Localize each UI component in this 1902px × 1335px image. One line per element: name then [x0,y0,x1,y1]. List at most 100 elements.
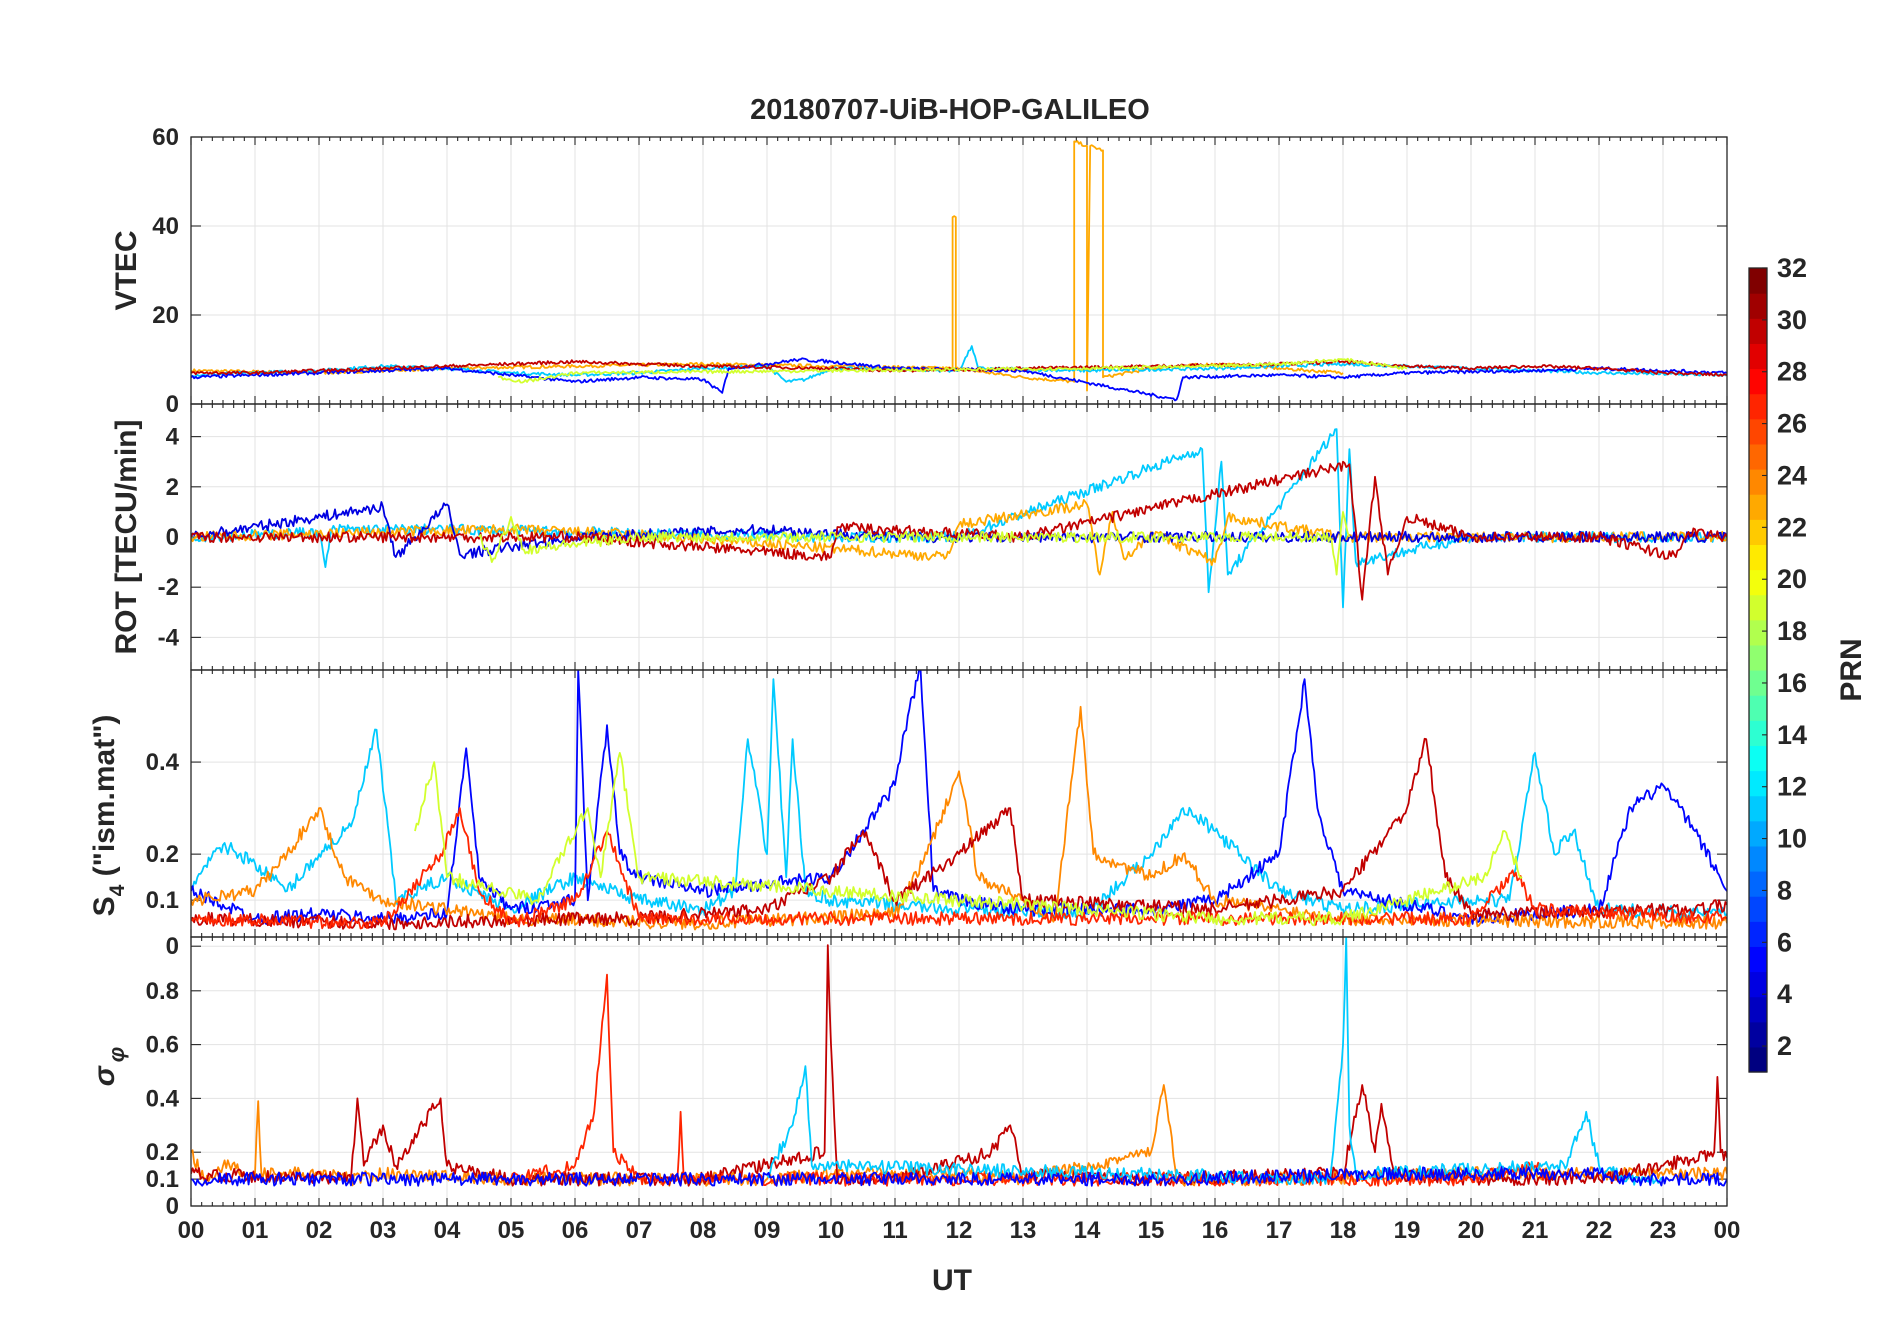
x-axis-title: UT [932,1264,972,1297]
colorbar-swatch [1749,745,1767,772]
colorbar-swatch [1749,720,1767,746]
x-tick-label: 19 [1394,1217,1421,1244]
y-axis-title: σφ [88,1047,129,1086]
y-tick-label: 4 [166,424,180,451]
colorbar-tick-label: 28 [1777,357,1807,387]
colorbar-swatch [1749,544,1767,571]
colorbar-swatch [1749,1046,1767,1073]
y-tick-label: 40 [152,213,179,240]
y-tick-label: 60 [152,124,179,151]
x-tick-label: 15 [1138,1217,1165,1244]
colorbar-swatch [1749,845,1767,872]
series-prn-4 [191,501,1727,560]
colorbar-tick-label: 14 [1777,720,1807,750]
colorbar-tick-label: 26 [1777,409,1807,439]
y-tick-label: 0.2 [146,841,179,868]
y-tick-label: 0 [166,933,179,960]
colorbar-frame [1748,267,1768,1073]
colorbar-tick-label: 2 [1777,1031,1792,1061]
x-tick-label: 00 [1714,1217,1741,1244]
colorbar-tick-label: 6 [1777,927,1792,957]
colorbar-tick-label: 16 [1777,668,1807,698]
colorbar-tick-label: 8 [1777,875,1792,905]
colorbar-label: PRN [1835,638,1868,701]
y-tick-label: 0.1 [146,1166,179,1193]
y-tick-label: 0.4 [146,1085,180,1112]
y-tick-label: 0.1 [146,887,179,914]
y-tick-label: 0 [166,391,179,418]
y-tick-label: 0.8 [146,978,179,1005]
colorbar-swatch [1749,795,1767,822]
colorbar-swatch [1749,519,1767,545]
x-tick-label: 18 [1330,1217,1357,1244]
x-tick-label: 17 [1266,1217,1293,1244]
y-tick-label: -4 [158,624,180,651]
x-tick-label: 04 [434,1217,461,1244]
colorbar-swatch [1749,921,1767,947]
colorbar-tick-label: 20 [1777,564,1807,594]
series-prn-19 [414,752,1523,927]
colorbar-swatch [1749,443,1767,470]
y-tick-label: 0.6 [146,1032,179,1059]
colorbar-swatch [1749,494,1767,520]
colorbar-swatch [1749,820,1767,847]
x-tick-label: 11 [882,1217,907,1244]
colorbar-swatch [1749,670,1767,696]
colorbar-tick-label: 32 [1777,253,1807,283]
colorbar-swatch [1749,896,1767,922]
y-tick-label: 0.4 [146,749,180,776]
y-tick-label: -2 [158,574,179,601]
colorbar-swatch [1749,469,1767,495]
x-tick-label: 21 [1522,1217,1549,1244]
colorbar-swatch [1749,644,1767,671]
x-tick-label: 14 [1074,1217,1101,1244]
colorbar-swatch [1749,594,1767,621]
y-tick-label: 2 [166,474,179,501]
colorbar-swatch [1749,293,1767,319]
colorbar-swatch [1749,996,1767,1023]
panel-rot: -4 -2 0 2 4 ROT [TECU/min] [110,403,1728,671]
colorbar-swatch [1749,318,1767,344]
y-axis-title: ROT [TECU/min] [110,420,143,655]
series-prn-19 [497,357,1408,384]
colorbar-swatch [1749,695,1767,721]
x-tick-label: 07 [626,1217,653,1244]
x-tick-label: 12 [946,1217,973,1244]
y-axis-title: S4 ("ism.mat") [88,715,129,917]
panel-sigma_phi: 00.10.20.40.60.8σφ [88,936,1728,1220]
colorbar-swatch [1749,393,1767,420]
x-tick-label: 05 [498,1217,525,1244]
colorbar-tick-label: 10 [1777,824,1807,854]
x-tick-label: 03 [370,1217,397,1244]
y-tick-label: 0 [166,1193,179,1220]
series-prn-30 [191,737,1727,931]
y-tick-label: 20 [152,302,179,329]
x-tick-label: 22 [1586,1217,1613,1244]
x-tick-label: 00 [178,1217,205,1244]
x-tick-label: 13 [1010,1217,1037,1244]
chart-title: 20180707-UiB-HOP-GALILEO [750,94,1150,126]
panel-s4: 0 0.1 0.2 0.4 S4 ("ism.mat") [88,669,1728,960]
x-tick-label: 10 [818,1217,845,1244]
colorbar-swatch [1749,946,1767,973]
x-tick-label: 09 [754,1217,781,1244]
series-prn-27 [191,807,1727,930]
x-tick-label: 16 [1202,1217,1229,1244]
colorbar-swatch [1749,268,1767,294]
colorbar-swatch [1749,971,1767,998]
y-tick-label: 0 [166,524,179,551]
x-tick-label: 01 [242,1217,269,1244]
colorbar-tick-label: 18 [1777,616,1807,646]
colorbar-tick-label: 30 [1777,305,1807,335]
series-prn-19 [478,511,1351,576]
panel-vtec: 0 20 40 60 VTEC [110,124,1728,418]
series-prn-27 [510,973,1549,1187]
x-tick-label: 20 [1458,1217,1485,1244]
panel-frame [190,936,1728,1207]
y-axis-title: VTEC [110,230,143,310]
colorbar-tick-label: 12 [1777,772,1807,802]
colorbar-tick-label: 4 [1777,979,1792,1009]
